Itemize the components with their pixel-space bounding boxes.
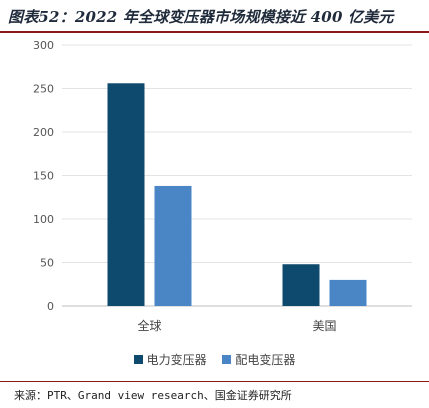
legend-swatch-series-1: [133, 355, 143, 364]
y-tick-label: 150: [33, 170, 54, 183]
y-tick-label: 50: [40, 257, 54, 270]
y-tick-label: 300: [33, 39, 54, 52]
y-tick-label: 250: [33, 83, 54, 96]
chart-title: 图表52：2022 年全球变压器市场规模接近 400 亿美元: [8, 8, 394, 26]
footer-divider: [0, 381, 429, 382]
title-divider: [0, 31, 429, 33]
legend-swatch-series-2: [222, 355, 232, 364]
legend-item-series-2: 配电变压器: [222, 351, 295, 368]
y-tick-label: 0: [47, 300, 54, 313]
bar-2-1: [154, 185, 192, 306]
y-tick-label: 100: [33, 213, 54, 226]
bar-2-2: [329, 279, 367, 306]
y-tick-label: 200: [33, 126, 54, 139]
source-note: 来源：PTR、Grand view research、国金证券研究所: [14, 389, 292, 402]
legend: 电力变压器 配电变压器: [0, 351, 429, 368]
legend-label-series-2: 配电变压器: [235, 353, 296, 367]
legend-label-series-1: 电力变压器: [146, 353, 207, 367]
bar-1-2: [282, 264, 320, 306]
x-category-label: 美国: [312, 319, 336, 333]
x-category-label: 全球: [137, 318, 161, 333]
bar-1-1: [107, 83, 145, 306]
legend-item-series-1: 电力变压器: [133, 351, 207, 368]
